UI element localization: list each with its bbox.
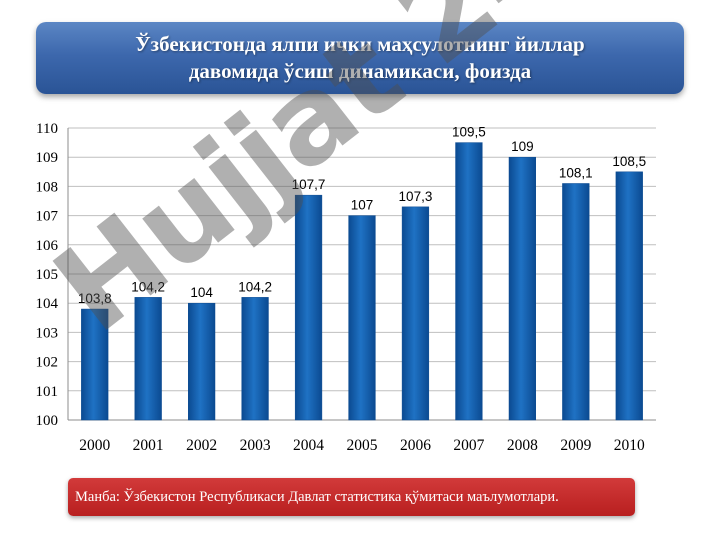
- x-tick-label: 2002: [186, 437, 217, 454]
- data-label: 104: [190, 285, 213, 300]
- y-tick-label: 106: [36, 238, 59, 254]
- x-tick-label: 2009: [560, 437, 591, 454]
- y-tick-label: 108: [36, 179, 59, 195]
- bar: [348, 215, 376, 421]
- x-tick-label: 2001: [133, 437, 164, 454]
- bar-chart: 100 101 102 103 104 105 106 107 108 109 110 103,8 20…: [36, 121, 656, 454]
- x-tick-label: 2000: [79, 437, 110, 454]
- bar: [401, 206, 430, 421]
- data-label: 108,5: [612, 154, 646, 169]
- data-label: 107,3: [399, 189, 433, 204]
- bar: [188, 302, 216, 421]
- data-label: 107,7: [292, 177, 326, 192]
- x-tick-label: 2006: [400, 437, 431, 454]
- y-tick-label: 104: [36, 296, 59, 312]
- data-label: 103,8: [78, 291, 112, 306]
- x-tick-label: 2007: [453, 437, 484, 454]
- bar: [508, 156, 536, 421]
- y-tick-label: 101: [36, 384, 59, 400]
- x-tick-label: 2010: [614, 437, 645, 454]
- bar: [81, 308, 109, 421]
- data-label: 104,2: [131, 279, 165, 294]
- x-tick-label: 2005: [347, 437, 378, 454]
- y-tick-label: 110: [36, 121, 58, 137]
- x-tick-label: 2004: [293, 437, 324, 454]
- data-label: 107: [351, 198, 374, 213]
- chart-title: Ўзбекистонда ялпи ички маҳсулотнинг йилл…: [135, 32, 585, 83]
- data-label: 109: [511, 139, 534, 154]
- x-tick-label: 2003: [240, 437, 271, 454]
- title-banner: Ўзбекистонда ялпи ички маҳсулотнинг йилл…: [36, 22, 684, 94]
- data-label: 109,5: [452, 125, 486, 140]
- bar: [294, 194, 323, 421]
- source-text: Манба: Ўзбекистон Республикаси Давлат ст…: [75, 488, 559, 505]
- bar: [241, 297, 269, 421]
- source-bar: Манба: Ўзбекистон Республикаси Давлат ст…: [68, 478, 635, 516]
- y-tick-label: 105: [36, 267, 59, 283]
- bar: [134, 297, 162, 421]
- labels: 100 101 102 103 104 105 106 107 108 109 110 103,8 20…: [36, 121, 647, 454]
- y-tick-label: 107: [36, 209, 59, 225]
- bar: [615, 171, 643, 421]
- y-tick-label: 102: [36, 355, 59, 371]
- y-tick-label: 109: [36, 150, 59, 166]
- bars: [81, 142, 643, 421]
- x-tick-label: 2008: [507, 437, 538, 454]
- y-tick-label: 103: [36, 325, 59, 341]
- data-label: 104,2: [238, 279, 272, 294]
- y-tick-label: 100: [36, 413, 59, 429]
- bar: [455, 142, 483, 421]
- bar: [562, 183, 590, 421]
- data-label: 108,1: [559, 165, 593, 180]
